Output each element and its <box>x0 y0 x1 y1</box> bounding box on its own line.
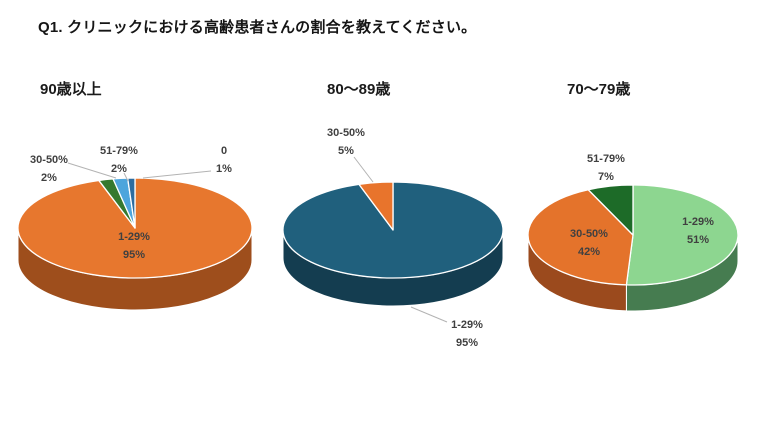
slice-category: 0 <box>220 145 228 157</box>
slice-category: 30-50% <box>570 228 608 240</box>
pie-slice <box>587 184 634 236</box>
slice-category: 51-79% <box>587 153 625 165</box>
slice-category: 1-29% <box>682 216 714 228</box>
slice-category: 30-50% <box>30 154 68 166</box>
slice-value: 7% <box>598 171 614 183</box>
slice-category: 51-79% <box>100 145 138 157</box>
chart-title-80-89: 80～89歳 <box>327 81 391 98</box>
leader-line <box>353 156 374 183</box>
slice-category: 1-29% <box>451 319 483 331</box>
slice-value: 95% <box>122 249 146 261</box>
slice-label-inside: 1-29% 95% <box>118 228 150 264</box>
question-title: Q1. クリニックにおける高齢患者さんの割合を教えてください。 <box>38 19 477 36</box>
pie-slice <box>127 177 136 229</box>
slice-category: 30-50% <box>327 127 365 139</box>
pie-slice <box>625 184 739 286</box>
pie-slice <box>527 189 634 286</box>
slice-value: 42% <box>577 246 601 258</box>
slice-label-inside: 1-29% 51% <box>682 213 714 249</box>
slice-category: 1-29% <box>118 231 150 243</box>
leader-line <box>123 172 129 182</box>
slice-label-outside: 51-79% 2% <box>100 142 138 178</box>
slice-label-inside: 30-50% 42% <box>570 225 608 261</box>
slice-label-outside: 0 1% <box>216 142 232 178</box>
slice-value: 2% <box>41 172 57 184</box>
slice-label-outside: 30-50% 5% <box>327 124 365 160</box>
slice-value: 95% <box>455 337 479 349</box>
slice-value: 2% <box>111 163 127 175</box>
slice-value: 1% <box>216 163 232 175</box>
chart-title-70-79: 70～79歳 <box>567 81 631 98</box>
slice-label-outside: 51-79% 7% <box>587 150 625 186</box>
leader-line <box>142 170 212 179</box>
leader-line <box>410 306 448 323</box>
chart-title-90-plus: 90歳以上 <box>40 81 102 98</box>
slice-label-outside: 1-29% 95% <box>451 316 483 352</box>
slice-value: 5% <box>338 145 354 157</box>
slice-value: 51% <box>686 234 710 246</box>
pie-slice <box>358 181 394 231</box>
leader-line <box>67 162 117 179</box>
slice-label-outside: 30-50% 2% <box>30 151 68 187</box>
